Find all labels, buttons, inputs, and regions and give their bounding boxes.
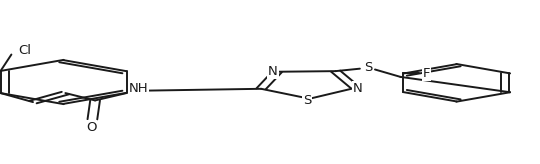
Text: NH: NH <box>129 82 148 95</box>
Text: N: N <box>268 65 278 78</box>
Text: N: N <box>353 82 362 95</box>
Text: O: O <box>86 121 97 134</box>
Text: S: S <box>364 61 372 74</box>
Text: F: F <box>423 67 430 80</box>
Text: S: S <box>302 94 311 107</box>
Text: Cl: Cl <box>18 44 31 57</box>
